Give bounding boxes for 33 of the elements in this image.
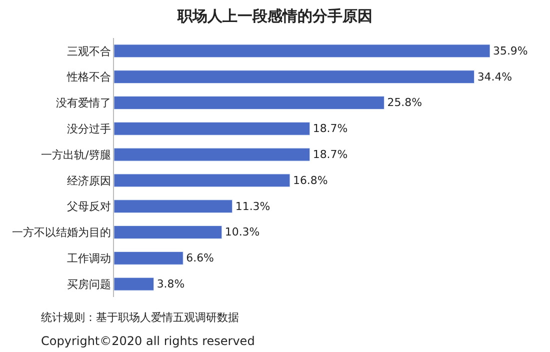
bar: [114, 96, 384, 110]
data-label: 16.8%: [292, 174, 328, 187]
data-label: 11.3%: [235, 200, 270, 213]
text: Copyright©2020 all rights reserved: [41, 334, 255, 348]
bar: [114, 251, 184, 265]
bar: [114, 226, 222, 239]
bar: [114, 174, 290, 188]
chart-title: 职场人上一段感情的分手原因: [176, 7, 372, 26]
y-tick-label: 三观不合: [66, 44, 111, 58]
bar: [114, 148, 310, 162]
y-tick-label: 性格不合: [66, 70, 111, 84]
bar: [114, 277, 154, 291]
y-tick-label: 工作调动: [66, 252, 111, 265]
bar: [114, 44, 490, 58]
y-tick-label: 没有爱情了: [56, 96, 111, 110]
y-tick-label: 一方出轨/劈腿: [41, 148, 111, 162]
y-tick-label: 买房问题: [66, 278, 111, 291]
y-tick-label: 父母反对: [66, 200, 111, 214]
data-label: 6.6%: [186, 252, 214, 265]
data-label: 3.8%: [156, 278, 185, 291]
y-tick-label: 经济原因: [66, 174, 111, 188]
text: 统计规则：基于职场人爱情五观调研数据: [41, 311, 239, 324]
y-tick-label: 一方不以结婚为目的: [12, 226, 111, 240]
data-label: 10.3%: [224, 226, 260, 239]
data-label: 18.7%: [312, 148, 348, 162]
bar: [114, 200, 233, 214]
data-label: 35.9%: [493, 44, 528, 58]
data-label: 34.4%: [477, 70, 512, 84]
y-tick-label: 没分过手: [66, 122, 111, 136]
data-label: 18.7%: [312, 122, 348, 136]
bar: [114, 122, 310, 136]
bar: [114, 70, 475, 84]
data-label: 25.8%: [387, 96, 422, 110]
